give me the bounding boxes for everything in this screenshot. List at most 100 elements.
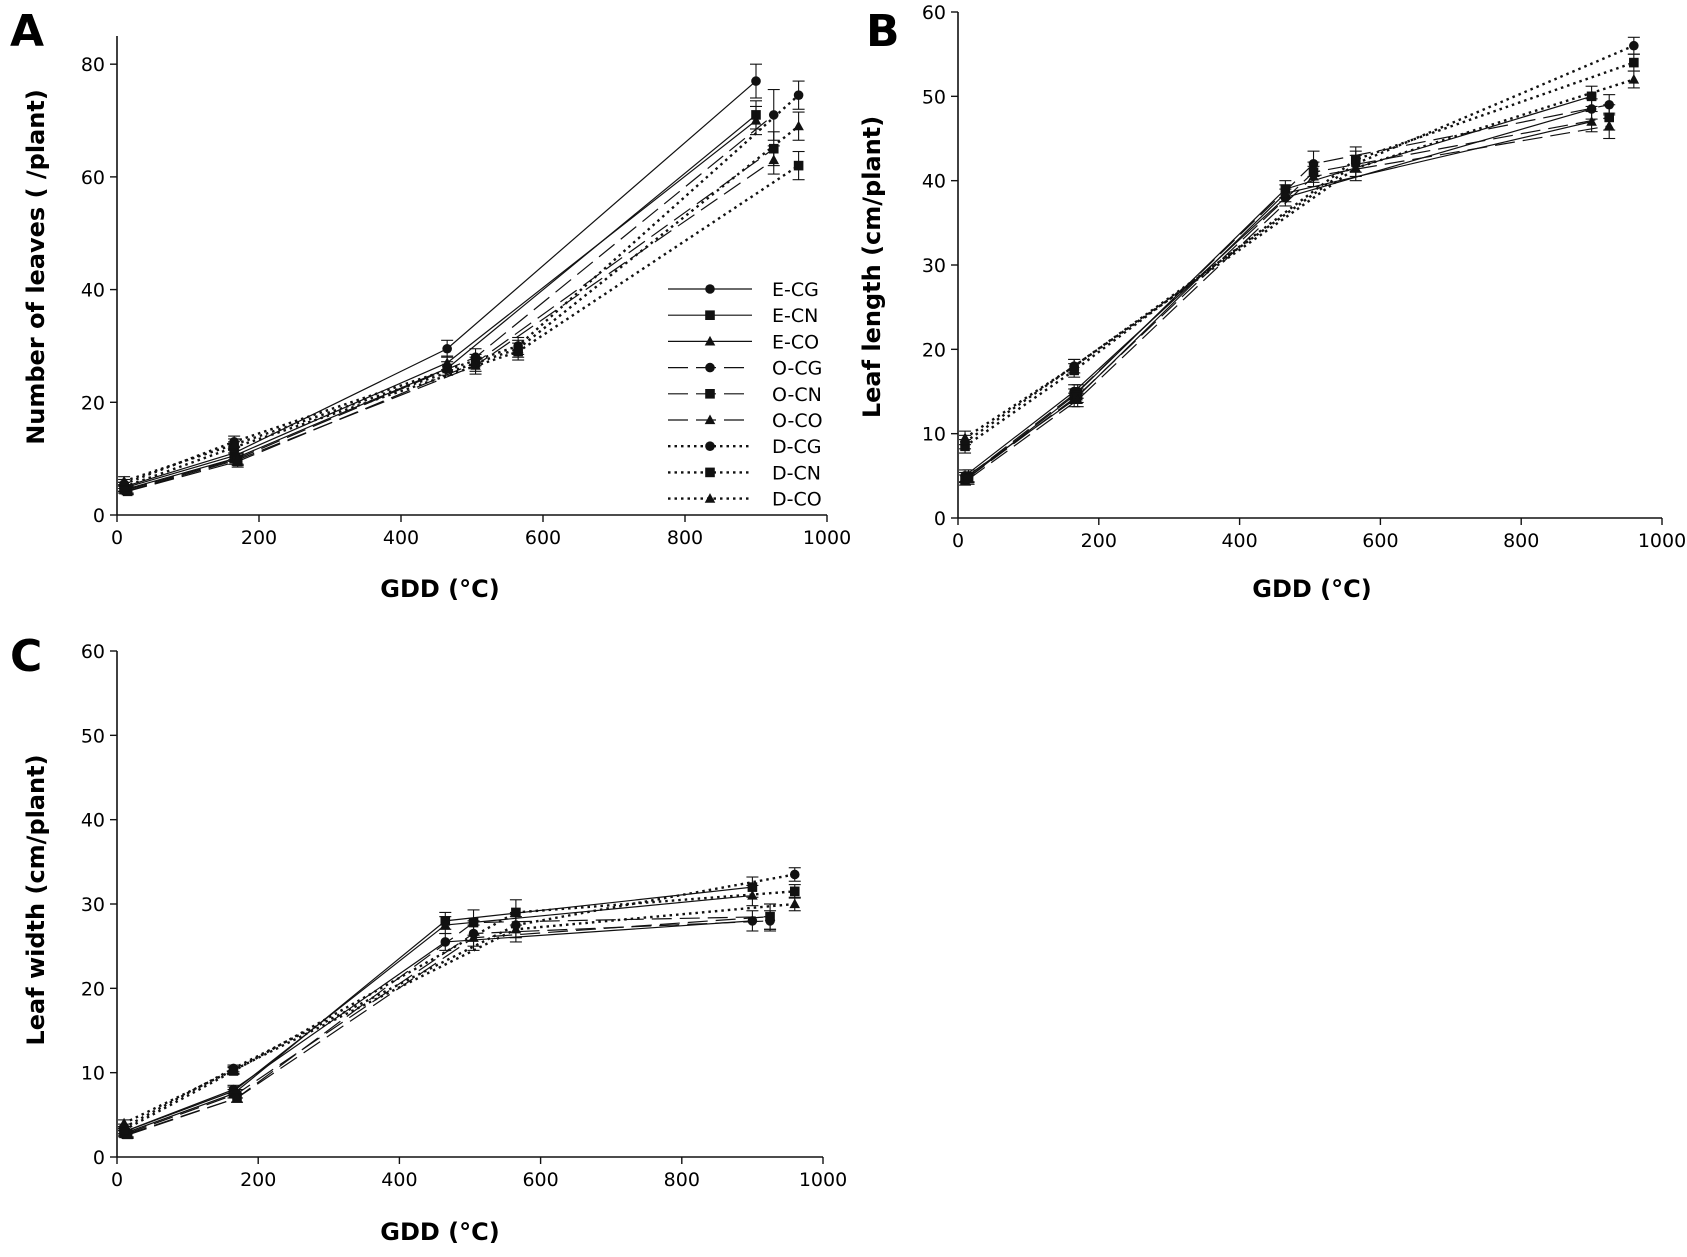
panel-a-x-tick-label: 200 <box>241 527 277 549</box>
panel-a-y-tick-label: 40 <box>81 280 105 302</box>
panel-b-point-d-co <box>1628 73 1640 84</box>
panel-c-x-tick-label: 0 <box>111 1169 123 1191</box>
panel-c-y-axis-title: Leaf width (cm/plant) <box>22 754 50 1045</box>
panel-a-point-e-cg <box>442 343 452 354</box>
panel-b-point-d-cn <box>1629 57 1639 68</box>
panel-b-series-line-o-cg <box>968 104 1610 477</box>
panel-a-series-line-d-co <box>123 125 800 483</box>
panel-c-x-tick-label: 400 <box>381 1169 417 1191</box>
panel-c-point-d-cn <box>511 907 521 918</box>
legend: E-CG E-CN E-CO O-CG O-CN O-CO D-CG D-CN D-CO <box>668 279 823 511</box>
panel-b-x-tick-label: 0 <box>952 530 964 552</box>
panel-b-x-tick-label: 400 <box>1221 530 1257 552</box>
panel-b-series-line-d-co <box>964 78 1635 439</box>
panel-a-x-tick-label: 800 <box>667 527 703 549</box>
panel-b-point-d-co <box>959 432 971 442</box>
legend-marker-d-cg <box>705 441 715 452</box>
panel-b-series-line-e-co <box>964 121 1592 479</box>
panel-b-y-axis-title: Leaf length (cm/plant) <box>858 116 886 418</box>
panel-b: B GDD (°C) Leaf length (cm/plant) 0 200 40… <box>858 2 1686 603</box>
panel-c-series-line-o-cg <box>127 920 771 1134</box>
panel-c-point-o-co <box>231 1092 243 1103</box>
panel-b-point-d-co <box>1068 360 1080 371</box>
panel-c-letter: C <box>10 631 42 682</box>
panel-a-series-line-d-cn <box>123 164 800 488</box>
panel-a-x-tick-label: 0 <box>111 527 123 549</box>
panel-c-series-line-o-co <box>127 916 771 1136</box>
panel-b-point-e-co <box>1280 187 1291 198</box>
legend-label-o-co: O-CO <box>772 410 823 432</box>
panel-c-point-e-co <box>747 890 758 900</box>
panel-b-point-e-cn <box>1586 91 1597 102</box>
panel-c-y-tick-label: 0 <box>93 1147 105 1169</box>
panel-a-x-tick-label: 1000 <box>803 527 851 549</box>
legend-marker-e-co <box>704 335 716 346</box>
panel-a-y-tick-label: 20 <box>81 392 105 414</box>
legend-marker-d-co <box>704 493 716 503</box>
panel-a-y-axis-title: Number of leaves ( /plant) <box>22 89 50 445</box>
panel-c-point-e-cg <box>440 937 451 947</box>
legend-marker-o-cg <box>705 362 715 373</box>
legend-label-e-co: E-CO <box>772 331 819 353</box>
panel-a-point-e-cg <box>751 76 761 86</box>
panel-a-point-e-co <box>750 115 762 125</box>
legend-marker-e-cn <box>705 310 715 320</box>
panel-a-y-tick-label: 0 <box>93 505 105 527</box>
panel-c-x-tick-label: 600 <box>522 1169 558 1191</box>
panel-a-series-line-e-cn <box>123 114 757 491</box>
panel-c-series-line-d-cg <box>123 873 795 1129</box>
panel-c-series-line-d-cn <box>123 890 795 1132</box>
panel-c-point-e-co <box>440 919 451 930</box>
panel-b-point-d-cg <box>1629 40 1639 51</box>
panel-a-y-tick-label: 60 <box>81 167 105 189</box>
panel-b-point-o-co <box>1603 120 1615 130</box>
legend-marker-e-cg <box>705 284 715 294</box>
panel-c-y-tick-label: 30 <box>81 894 105 916</box>
panel-b-x-axis-title: GDD (°C) <box>1252 575 1371 603</box>
panel-b-point-d-cn <box>960 441 970 452</box>
panel-b-y-tick-label: 40 <box>922 171 946 193</box>
panel-c-x-tick-label: 200 <box>240 1169 276 1191</box>
legend-label-o-cn: O-CN <box>772 384 822 406</box>
panel-c-y-tick-label: 20 <box>81 978 105 1000</box>
panel-c-point-d-co <box>510 923 522 934</box>
panel-b-y-tick-label: 60 <box>922 2 946 24</box>
legend-label-d-cg: D-CG <box>772 436 821 458</box>
panel-a-point-o-cg <box>768 110 779 120</box>
legend-label-e-cg: E-CG <box>772 279 819 301</box>
panel-b-point-o-co <box>1308 170 1319 181</box>
panel-b-series-line-o-cn <box>968 116 1610 479</box>
panel-b-y-tick-label: 50 <box>922 86 946 108</box>
panel-a-x-tick-label: 600 <box>525 527 561 549</box>
panel-a-series-line-o-cn <box>127 148 775 492</box>
panel-b-series-line-d-cn <box>964 61 1635 448</box>
panel-a-point-d-co <box>793 120 804 131</box>
panel-c-point-d-co <box>118 1117 130 1128</box>
panel-b-letter: B <box>866 6 900 57</box>
panel-c-series-line-d-co <box>123 902 795 1125</box>
panel-c-y-tick-label: 10 <box>81 1063 105 1085</box>
panel-c-x-axis-title: GDD (°C) <box>380 1218 499 1246</box>
panel-a-point-d-cg <box>793 90 804 100</box>
panel-b-point-d-co <box>1350 162 1362 173</box>
panel-c-y-tick-label: 40 <box>81 810 105 832</box>
legend-label-e-cn: E-CN <box>772 305 818 327</box>
panel-a-plot-area: 0 200 400 600 800 1000 0 20 40 60 80 <box>81 36 851 549</box>
panel-c-point-d-cn <box>119 1125 129 1135</box>
legend-marker-o-cn <box>705 389 715 399</box>
legend-marker-d-cn <box>705 467 715 478</box>
legend-marker-o-co <box>704 414 716 425</box>
panel-a-point-d-co <box>512 343 524 353</box>
panel-c-x-tick-label: 800 <box>664 1169 700 1191</box>
legend-label-o-cg: O-CG <box>772 358 822 380</box>
panel-b-y-tick-label: 30 <box>922 255 946 277</box>
panel-c-point-o-cn <box>468 917 479 928</box>
legend-label-d-cn: D-CN <box>772 462 821 484</box>
panel-c-point-d-cg <box>789 869 800 880</box>
panel-b-plot-area: 0 200 400 600 800 1000 0 10 20 30 40 50 60 <box>922 2 1686 552</box>
panel-c-series-line-e-cn <box>123 886 753 1134</box>
panel-a-series-line-o-co <box>127 159 775 492</box>
panel-c-point-d-co <box>228 1064 239 1075</box>
panel-b-series-line-d-cg <box>964 44 1635 444</box>
